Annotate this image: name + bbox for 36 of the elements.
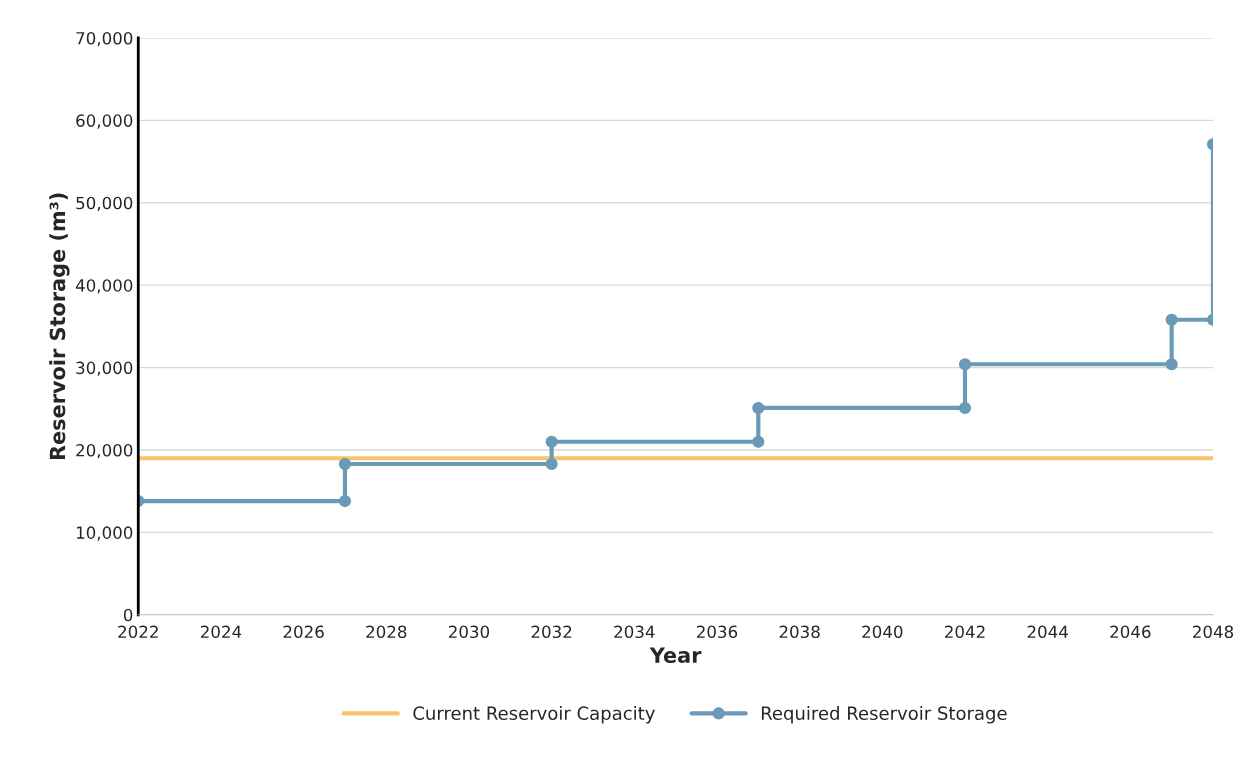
point: [752, 401, 765, 415]
y-tick-label: 10,000: [76, 526, 133, 541]
x-tick-label: 2044: [1027, 625, 1068, 639]
point: [1165, 313, 1178, 326]
y-tick-label: 0: [123, 608, 133, 622]
point: [545, 457, 558, 471]
y-tick-label: 60,000: [76, 114, 133, 129]
x-tick-label: 2040: [862, 625, 903, 639]
x-tick-label: 2026: [283, 625, 324, 639]
y-axis-title: Reservoir Storage (m³): [49, 193, 70, 460]
x-tick-label: 2036: [696, 625, 738, 639]
y-tick-label: 50,000: [76, 196, 133, 212]
point: [752, 435, 765, 448]
x-axis-title: Year: [649, 647, 702, 664]
y-tick-label: 40,000: [75, 279, 133, 294]
point: [958, 401, 972, 415]
x-tick-label: 2022: [118, 625, 158, 639]
legend-label: Required Reservoir Storage: [761, 706, 1007, 724]
x-tick-label: 2030: [448, 625, 490, 639]
y-tick-label: 70,000: [76, 31, 133, 47]
legend-label: Current Reservoir Capacity: [413, 706, 655, 724]
x-tick-label: 2042: [945, 625, 985, 639]
y-tick-label: 30,000: [76, 361, 133, 376]
x-tick-label: 2048: [1193, 625, 1234, 639]
x-tick-label: 2046: [1110, 625, 1151, 639]
x-tick-label: 2032: [531, 625, 572, 639]
point: [958, 358, 972, 371]
x-tick-label: 2024: [200, 625, 242, 639]
x-tick-label: 2028: [366, 625, 407, 639]
y-tick-label: 20,000: [76, 443, 133, 459]
x-tick-label: 2034: [614, 625, 655, 639]
point: [338, 494, 352, 508]
point: [1165, 358, 1178, 371]
x-tick-label: 2038: [779, 625, 820, 639]
point: [338, 457, 352, 471]
point: [545, 435, 558, 448]
